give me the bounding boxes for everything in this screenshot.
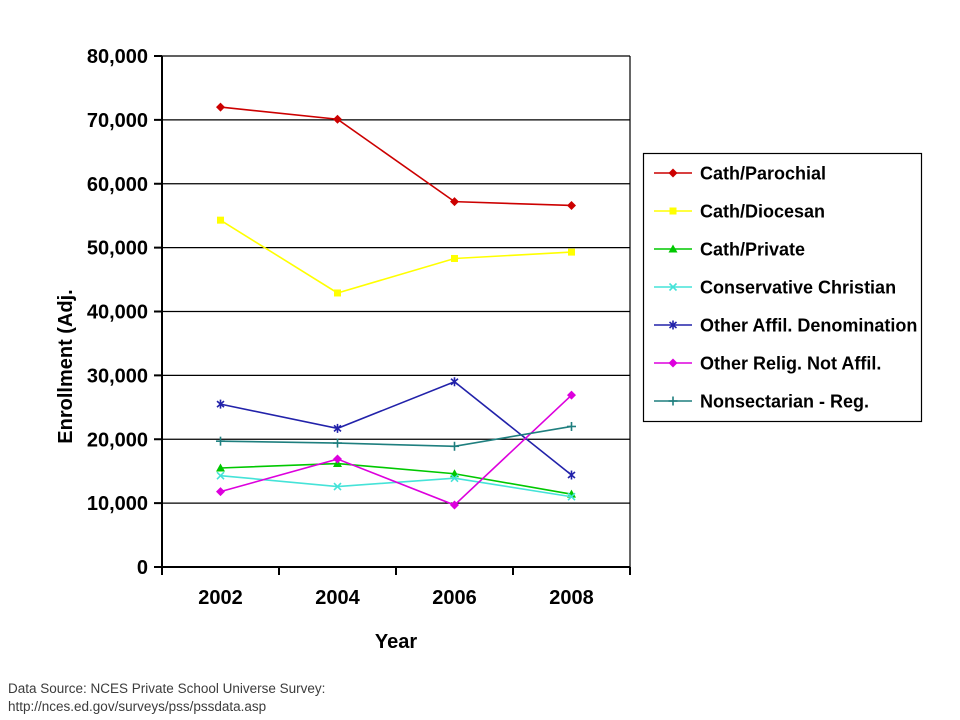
legend-label: Cath/Private — [700, 240, 805, 260]
diamond-marker — [567, 200, 576, 210]
y-tick-label: 70,000 — [87, 110, 148, 132]
series-line — [220, 462, 572, 495]
legend-item: Cath/Private — [654, 240, 805, 260]
diamond-marker — [668, 168, 678, 178]
diamond-marker — [333, 114, 342, 124]
series-other-relig-not-affil- — [216, 390, 576, 510]
axes — [161, 56, 630, 575]
series-line — [220, 219, 572, 294]
triangle-marker — [668, 244, 678, 253]
y-tick-label: 60,000 — [87, 174, 148, 196]
legend-label: Cath/Diocesan — [700, 202, 825, 222]
x-marker — [450, 474, 459, 483]
diamond-marker — [216, 487, 225, 497]
legend-label: Nonsectarian - Reg. — [700, 392, 869, 412]
star-marker — [450, 377, 459, 387]
series-line — [220, 394, 573, 506]
y-tick-label: 0 — [137, 557, 148, 579]
series-line — [220, 474, 572, 498]
diamond-marker — [450, 197, 459, 207]
diamond-marker — [333, 454, 342, 464]
y-tick-label: 50,000 — [87, 238, 148, 260]
legend-label: Other Relig. Not Affil. — [700, 354, 881, 374]
series-cath-parochial — [216, 102, 576, 210]
square-marker — [669, 207, 677, 215]
plus-marker — [333, 438, 342, 448]
triangle-marker — [216, 463, 225, 472]
source-note: Data Source: NCES Private School Univers… — [8, 680, 325, 716]
legend-item: Conservative Christian — [654, 278, 896, 298]
legend-label: Cath/Parochial — [700, 164, 826, 184]
diamond-marker — [450, 500, 459, 510]
diamond-marker — [567, 390, 576, 400]
plus-marker — [450, 441, 459, 451]
x-tick-label: 2002 — [198, 587, 243, 609]
y-tick-label: 20,000 — [87, 429, 148, 451]
series-nonsectarian-reg- — [216, 421, 576, 451]
series-line — [220, 425, 572, 448]
enrollment-line-chart: 0 10,000 20,000 30,000 40,000 50,000 60,000 70,… — [55, 46, 923, 653]
series-line — [220, 380, 572, 476]
legend-item: Cath/Diocesan — [654, 202, 825, 222]
y-tick-label: 30,000 — [87, 365, 148, 387]
x-marker — [333, 482, 342, 491]
y-tick-label: 80,000 — [87, 46, 148, 68]
square-marker — [217, 216, 224, 224]
legend-item: Other Relig. Not Affil. — [654, 354, 881, 374]
x-tick-label: 2008 — [549, 587, 594, 609]
legend-item: Cath/Parochial — [654, 164, 826, 184]
gridlines — [162, 55, 630, 504]
x-axis: 2002 2004 2006 2008 — [161, 567, 631, 609]
legend-item: Nonsectarian - Reg. — [654, 392, 869, 412]
legend-item: Other Affil. Denomination — [654, 316, 917, 336]
legend: Cath/Parochial Cath/Diocesan Cath/Private C… — [642, 152, 923, 423]
star-marker — [567, 470, 576, 480]
y-tick-label: 10,000 — [87, 493, 148, 515]
star-marker — [333, 423, 342, 433]
x-marker — [567, 492, 576, 501]
series-line — [220, 106, 572, 207]
y-axis-title: Enrollment (Adj. — [55, 289, 77, 443]
legend-label: Conservative Christian — [700, 278, 896, 298]
square-marker — [451, 254, 458, 262]
legend-label: Other Affil. Denomination — [700, 316, 917, 336]
plus-marker — [216, 436, 225, 446]
source-line-2: http://nces.ed.gov/surveys/pss/pssdata.a… — [8, 699, 267, 714]
plus-marker — [668, 396, 678, 406]
diamond-marker — [216, 102, 225, 112]
series-cath-diocesan — [217, 216, 575, 297]
y-tick-label: 40,000 — [87, 302, 148, 324]
x-marker — [668, 282, 678, 292]
x-marker — [216, 471, 225, 480]
square-marker — [568, 248, 575, 256]
x-tick-label: 2004 — [315, 587, 360, 609]
star-marker — [668, 320, 678, 330]
diamond-marker — [668, 358, 678, 368]
plus-marker — [567, 421, 576, 431]
source-line-1: Data Source: NCES Private School Univers… — [8, 681, 326, 696]
series-other-affil-denomination — [216, 377, 576, 480]
square-marker — [334, 289, 341, 297]
y-axis: 0 10,000 20,000 30,000 40,000 50,000 60,000 70,… — [87, 46, 162, 579]
star-marker — [216, 399, 225, 409]
x-tick-label: 2006 — [432, 587, 477, 609]
x-axis-title: Year — [375, 631, 417, 653]
